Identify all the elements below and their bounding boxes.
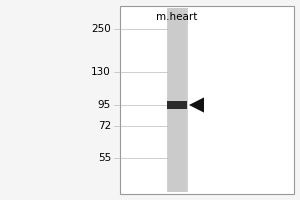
Bar [120, 6, 294, 194]
Text: 250: 250 [91, 24, 111, 34]
Text: m.heart: m.heart [156, 12, 198, 22]
Polygon shape [189, 97, 204, 113]
Text: 130: 130 [91, 67, 111, 77]
Bar [167, 8, 188, 192]
Text: 72: 72 [98, 121, 111, 131]
Bar [167, 101, 187, 109]
Text: 55: 55 [98, 153, 111, 163]
Text: 95: 95 [98, 100, 111, 110]
Bar [168, 8, 186, 192]
